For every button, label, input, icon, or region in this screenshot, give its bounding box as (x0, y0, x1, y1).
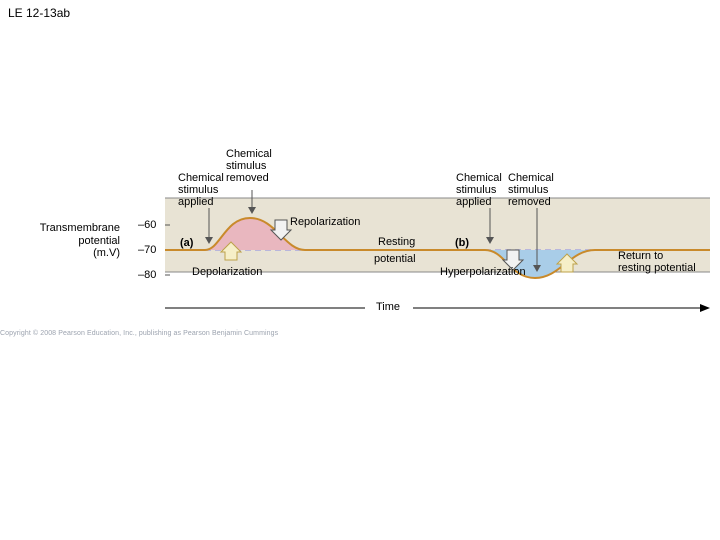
y-axis-label-line3: (m.V) (0, 247, 120, 260)
time-axis (165, 300, 710, 316)
label-resting: Resting (378, 236, 415, 248)
label-stim-applied-a-2: stimulus (178, 184, 224, 196)
y-axis-label-line2: potential (0, 235, 120, 248)
x-axis-label: Time (376, 301, 400, 313)
label-stim-applied-a-3: applied (178, 196, 224, 208)
copyright: Copyright © 2008 Pearson Education, Inc.… (0, 330, 278, 337)
label-stim-removed-a: Chemical stimulus removed (226, 148, 272, 184)
panel-b-label: (b) (455, 237, 469, 249)
label-stim-applied-b-1: Chemical (456, 172, 502, 184)
y-axis-label-line1: Transmembrane (0, 222, 120, 235)
label-stim-applied-b-2: stimulus (456, 184, 502, 196)
panel-a-label: (a) (180, 237, 194, 249)
label-repolarization: Repolarization (290, 216, 360, 228)
time-axis-arrowhead (700, 304, 710, 312)
ytick-60: –60 (138, 219, 156, 231)
page-title: LE 12-13ab (8, 6, 70, 20)
label-return-1: Return to (618, 250, 696, 262)
ytick-80: –80 (138, 269, 156, 281)
label-stim-removed-a-3: removed (226, 172, 272, 184)
label-stim-applied-b-3: applied (456, 196, 502, 208)
label-stim-removed-b-3: removed (508, 196, 554, 208)
y-axis-label: Transmembrane potential (m.V) (0, 222, 120, 260)
ytick-70: –70 (138, 244, 156, 256)
label-stim-applied-b: Chemical stimulus applied (456, 172, 502, 208)
label-stim-removed-a-2: stimulus (226, 160, 272, 172)
label-depolarization: Depolarization (192, 266, 262, 278)
label-return-2: resting potential (618, 262, 696, 274)
label-hyperpolarization: Hyperpolarization (440, 266, 526, 278)
label-stim-removed-b: Chemical stimulus removed (508, 172, 554, 208)
label-return-resting: Return to resting potential (618, 250, 696, 274)
label-stim-applied-a: Chemical stimulus applied (178, 172, 224, 208)
label-stim-removed-b-1: Chemical (508, 172, 554, 184)
label-potential: potential (374, 253, 416, 265)
label-stim-removed-a-1: Chemical (226, 148, 272, 160)
label-stim-applied-a-1: Chemical (178, 172, 224, 184)
label-stim-removed-b-2: stimulus (508, 184, 554, 196)
